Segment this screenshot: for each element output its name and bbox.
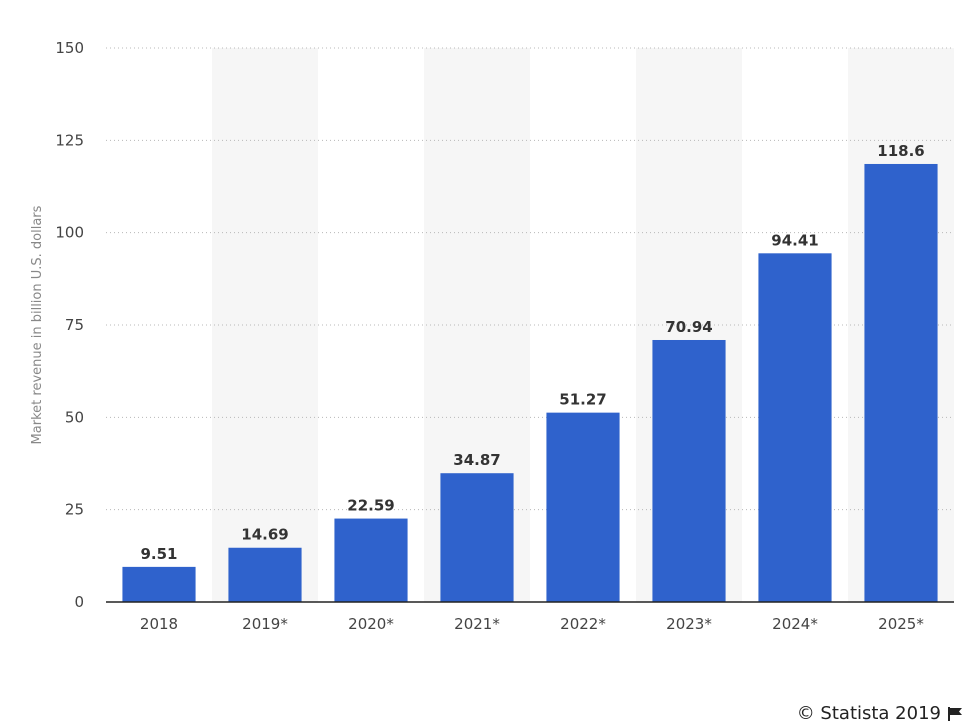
y-tick-label: 125 (55, 131, 84, 149)
y-tick-label: 0 (74, 593, 84, 611)
band (212, 48, 318, 602)
data-label: 34.87 (453, 451, 500, 469)
y-tick-label: 100 (55, 224, 84, 242)
x-tick-label: 2018 (140, 615, 178, 633)
x-tick-label: 2020* (348, 615, 394, 633)
gridlines (106, 47, 954, 511)
x-tick-label: 2021* (454, 615, 500, 633)
bar[interactable] (546, 412, 620, 602)
bar[interactable] (440, 473, 514, 602)
data-labels: 9.51 14.69 22.59 34.87 51.27 70.94 94.41 118.6 (140, 142, 924, 563)
x-axis-ticks: 2018 2019* 2020* 2021* 2022* 2023* 2024* 2025* (140, 615, 924, 633)
y-tick-label: 75 (65, 316, 84, 334)
bar[interactable] (864, 163, 938, 602)
x-tick-label: 2023* (666, 615, 712, 633)
x-tick-label: 2019* (242, 615, 288, 633)
flag-icon[interactable] (947, 706, 963, 722)
data-label: 118.6 (877, 142, 924, 160)
data-label: 94.41 (771, 231, 818, 249)
y-tick-label: 50 (65, 408, 84, 426)
data-label: 51.27 (559, 391, 606, 409)
bar[interactable] (758, 253, 832, 603)
y-axis-label: Market revenue in billion U.S. dollars (30, 205, 45, 444)
credit-text: © Statista 2019 (796, 703, 941, 724)
bar[interactable] (334, 518, 408, 602)
x-tick-label: 2024* (772, 615, 818, 633)
data-label: 9.51 (140, 545, 177, 563)
credit: © Statista 2019 (797, 703, 963, 724)
bar[interactable] (228, 547, 302, 602)
data-label: 70.94 (665, 318, 712, 336)
data-label: 14.69 (241, 526, 288, 544)
bar[interactable] (652, 339, 726, 602)
y-axis-ticks: 0 25 50 75 100 125 150 (55, 39, 84, 611)
data-label: 22.59 (347, 497, 394, 515)
y-tick-label: 150 (55, 39, 84, 57)
x-tick-label: 2022* (560, 615, 606, 633)
x-tick-label: 2025* (878, 615, 924, 633)
bar[interactable] (122, 566, 196, 602)
y-tick-label: 25 (65, 501, 84, 519)
bars (122, 163, 938, 603)
